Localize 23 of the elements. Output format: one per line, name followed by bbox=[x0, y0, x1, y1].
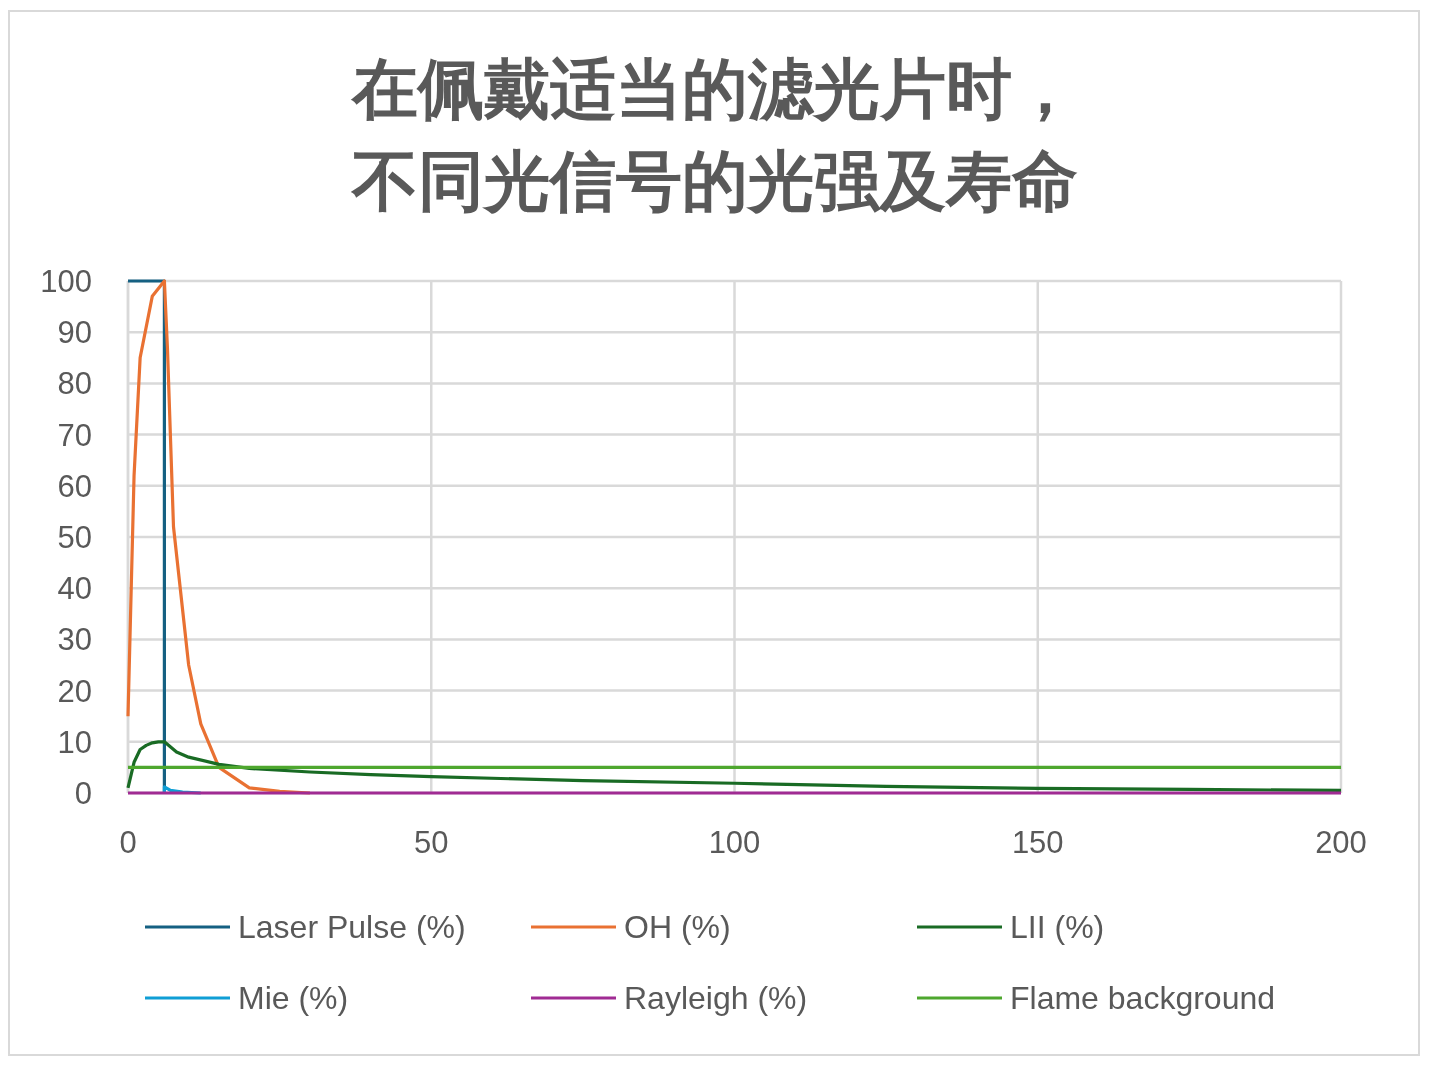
y-tick-label: 40 bbox=[57, 571, 92, 607]
legend-label: Laser Pulse (%) bbox=[238, 909, 466, 945]
y-tick-label: 70 bbox=[57, 417, 92, 453]
y-tick-label: 60 bbox=[57, 468, 92, 504]
y-tick-label: 100 bbox=[40, 264, 92, 299]
legend-label: Mie (%) bbox=[238, 980, 349, 1016]
y-tick-label: 90 bbox=[57, 315, 92, 351]
x-tick-label: 100 bbox=[708, 825, 761, 860]
x-tick-label: 50 bbox=[414, 825, 449, 860]
y-tick-label: 30 bbox=[57, 622, 92, 658]
x-tick-label: 200 bbox=[1315, 825, 1367, 860]
y-tick-label: 10 bbox=[57, 724, 92, 760]
legend-label: Flame background bbox=[1010, 980, 1276, 1016]
y-tick-label: 80 bbox=[57, 366, 92, 402]
chart-title: 在佩戴适当的滤光片时，不同光信号的光强及寿命 bbox=[350, 50, 1079, 222]
x-tick-label: 150 bbox=[1011, 825, 1064, 860]
legend-label: Rayleigh (%) bbox=[624, 980, 808, 1016]
y-tick-label: 0 bbox=[74, 776, 92, 811]
x-tick-label: 0 bbox=[119, 825, 137, 860]
legend-label: LII (%) bbox=[1010, 909, 1105, 945]
y-tick-label: 50 bbox=[57, 520, 92, 555]
legend-label: OH (%) bbox=[624, 909, 731, 945]
y-tick-label: 20 bbox=[57, 673, 92, 709]
